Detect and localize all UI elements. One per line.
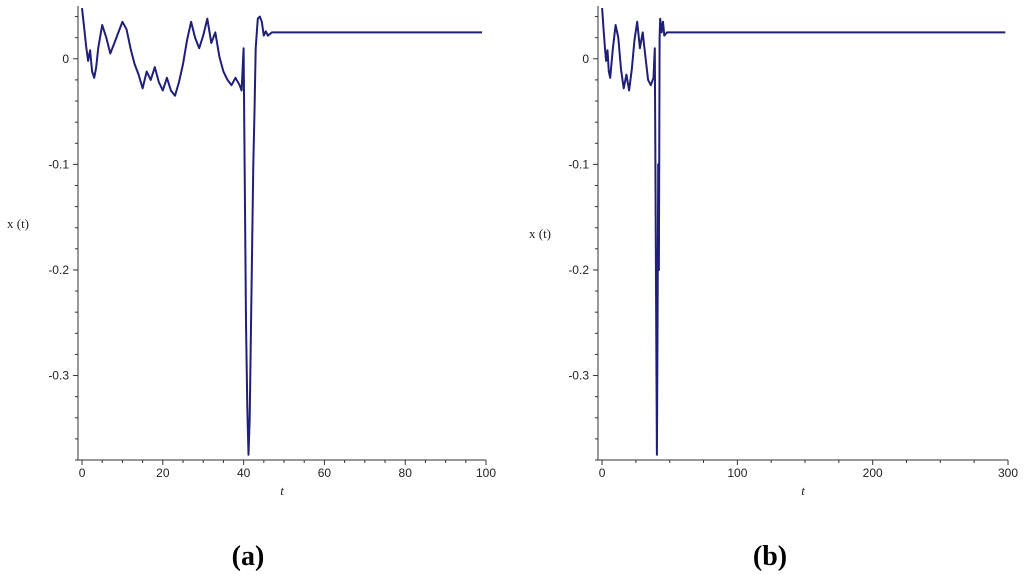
- x-tick-label: 100: [727, 466, 747, 480]
- x-tick-label: 60: [318, 466, 332, 480]
- series-line: [81, 7, 482, 456]
- x-axis-label: t: [280, 483, 284, 498]
- y-tick-label: -0.1: [568, 157, 589, 171]
- y-axis-label: x (t): [529, 226, 551, 241]
- x-tick-label: 20: [156, 466, 170, 480]
- y-tick-label: 0: [62, 52, 69, 66]
- y-tick-label: 0: [582, 52, 589, 66]
- series-line: [601, 8, 1006, 456]
- y-tick-label: -0.2: [48, 263, 69, 277]
- x-tick-label: 0: [79, 466, 86, 480]
- y-tick-label: -0.3: [568, 369, 589, 383]
- panel-caption: (b): [753, 541, 787, 572]
- y-axis-label: x (t): [7, 216, 29, 231]
- y-tick-label: -0.3: [48, 369, 69, 383]
- chart-panel-a: 0 20 40 60 80 100 0 -0.1 -0.2 -0.3 t x (t) (a): [7, 6, 496, 572]
- chart-panel-b: 0 100 200 300 0 -0.1 -0.2 -0.3 t x (t) (b): [529, 6, 1018, 572]
- panel-caption: (a): [232, 541, 265, 572]
- y-tick-label: -0.2: [568, 263, 589, 277]
- x-axis-label: t: [801, 483, 805, 498]
- x-tick-label: 300: [998, 466, 1018, 480]
- x-tick-label: 100: [476, 466, 496, 480]
- y-tick-label: -0.1: [48, 157, 69, 171]
- x-tick-label: 80: [399, 466, 413, 480]
- x-tick-label: 200: [863, 466, 883, 480]
- x-tick-label: 40: [237, 466, 251, 480]
- x-tick-label: 0: [599, 466, 606, 480]
